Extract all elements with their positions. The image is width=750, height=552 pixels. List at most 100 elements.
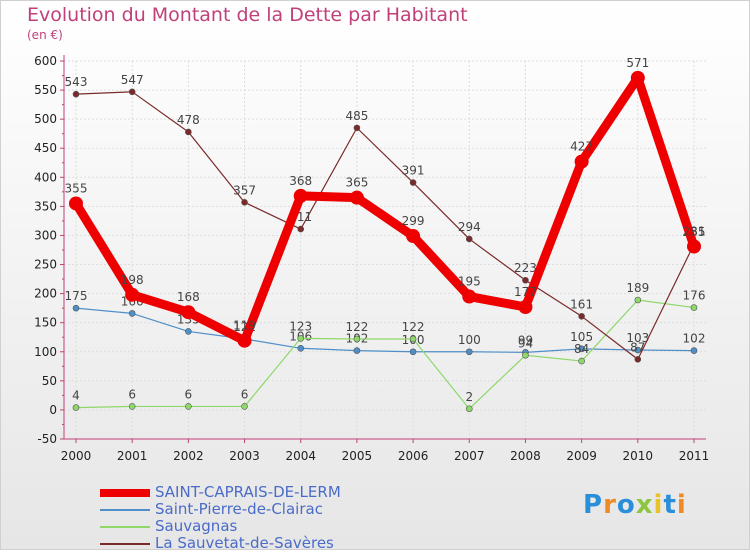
legend-label: SAINT-CAPRAIS-DE-LERM bbox=[155, 483, 341, 501]
proxiti-logo: Proxiti bbox=[583, 490, 687, 520]
data-label: 294 bbox=[458, 220, 481, 234]
data-label: 299 bbox=[402, 214, 425, 228]
data-label: 99 bbox=[518, 333, 533, 347]
data-label: 6 bbox=[128, 387, 136, 401]
logo-letter: i bbox=[676, 490, 687, 520]
data-label: 4 bbox=[72, 389, 80, 403]
data-point bbox=[690, 304, 698, 311]
data-point bbox=[181, 305, 196, 320]
x-tick-label: 2011 bbox=[679, 449, 710, 463]
y-tick-label: 100 bbox=[34, 345, 57, 359]
data-point bbox=[69, 196, 83, 211]
y-tick-label: 450 bbox=[34, 141, 57, 155]
x-tick-label: 2001 bbox=[117, 449, 148, 463]
data-label: 543 bbox=[65, 75, 88, 89]
data-label: 87 bbox=[630, 340, 645, 354]
data-point bbox=[578, 345, 585, 353]
data-point bbox=[406, 229, 421, 244]
data-label: 2 bbox=[465, 390, 473, 404]
legend-item: SAINT-CAPRAIS-DE-LERM bbox=[100, 484, 341, 501]
chart-subtitle: (en €) bbox=[27, 28, 63, 42]
data-point bbox=[409, 179, 417, 186]
x-tick-label: 2009 bbox=[566, 449, 597, 463]
logo-letter: t bbox=[663, 490, 677, 520]
data-point bbox=[128, 310, 136, 317]
data-label: 195 bbox=[458, 275, 481, 289]
data-point bbox=[128, 403, 136, 410]
legend-item: La Sauvetat-de-Savères bbox=[100, 535, 341, 552]
data-point bbox=[349, 190, 364, 205]
data-point bbox=[574, 154, 589, 169]
data-point bbox=[465, 348, 473, 356]
chart-legend: SAINT-CAPRAIS-DE-LERM Saint-Pierre-de-Cla… bbox=[100, 484, 341, 552]
data-point bbox=[690, 347, 698, 354]
data-point bbox=[297, 335, 305, 342]
data-label: 161 bbox=[570, 297, 593, 311]
data-label: 189 bbox=[626, 281, 649, 295]
data-label: 175 bbox=[65, 289, 88, 303]
data-point bbox=[578, 357, 585, 365]
x-tick-label: 2005 bbox=[342, 449, 373, 463]
series-line bbox=[71, 73, 699, 346]
y-tick-label: 350 bbox=[34, 199, 57, 213]
data-label: 427 bbox=[570, 140, 593, 154]
x-tick-label: 2000 bbox=[61, 449, 92, 463]
data-label: 103 bbox=[626, 331, 649, 345]
data-label: 6 bbox=[241, 387, 249, 401]
data-label: 119 bbox=[233, 319, 256, 333]
data-label: 368 bbox=[289, 174, 312, 188]
data-point bbox=[297, 225, 305, 233]
data-label: 357 bbox=[233, 183, 256, 197]
x-tick-label: 2002 bbox=[173, 449, 204, 463]
logo-letter: x bbox=[635, 490, 654, 520]
y-tick-label: 600 bbox=[34, 54, 57, 68]
data-point bbox=[72, 404, 80, 411]
legend-label: La Sauvetat-de-Savères bbox=[155, 534, 334, 552]
y-tick-label: 0 bbox=[49, 403, 57, 417]
y-tick-label: 200 bbox=[34, 287, 57, 301]
data-label: 355 bbox=[65, 181, 88, 195]
legend-swatch bbox=[100, 509, 150, 511]
series-line bbox=[75, 307, 695, 353]
data-label: 122 bbox=[345, 320, 368, 334]
data-label: 223 bbox=[514, 261, 537, 275]
data-point bbox=[72, 90, 80, 98]
legend-swatch bbox=[100, 543, 150, 545]
data-point bbox=[465, 405, 473, 413]
data-point bbox=[630, 70, 645, 85]
data-label: 176 bbox=[683, 289, 706, 303]
legend-item: Saint-Pierre-de-Clairac bbox=[100, 501, 341, 518]
y-tick-label: 300 bbox=[34, 228, 57, 242]
data-label: 177 bbox=[514, 285, 537, 299]
y-tick-label: 150 bbox=[34, 316, 57, 330]
data-label: 478 bbox=[177, 113, 200, 127]
data-point bbox=[72, 304, 80, 312]
x-tick-label: 2003 bbox=[229, 449, 260, 463]
data-point bbox=[353, 124, 361, 132]
y-tick-label: 500 bbox=[34, 112, 57, 126]
x-tick-label: 2006 bbox=[398, 449, 429, 463]
data-label: 122 bbox=[402, 320, 425, 334]
y-tick-label: -50 bbox=[37, 432, 57, 446]
x-tick-label: 2008 bbox=[510, 449, 541, 463]
data-label: 198 bbox=[121, 273, 144, 287]
data-point bbox=[237, 333, 252, 348]
data-point bbox=[462, 289, 477, 304]
data-point bbox=[185, 128, 192, 136]
data-label: 84 bbox=[574, 342, 589, 356]
data-point bbox=[518, 299, 533, 314]
data-point bbox=[687, 239, 701, 254]
logo-letter: i bbox=[653, 490, 664, 520]
data-point bbox=[409, 348, 417, 356]
data-label: 365 bbox=[345, 176, 368, 190]
data-point bbox=[634, 296, 642, 304]
data-label: 168 bbox=[177, 290, 200, 304]
data-point bbox=[522, 276, 529, 284]
data-label: 105 bbox=[570, 330, 593, 344]
data-point bbox=[125, 287, 140, 302]
y-tick-label: 50 bbox=[42, 374, 57, 388]
series-line bbox=[75, 91, 695, 360]
data-label: 6 bbox=[185, 387, 193, 401]
data-label: 391 bbox=[402, 164, 425, 178]
data-point bbox=[465, 235, 473, 243]
